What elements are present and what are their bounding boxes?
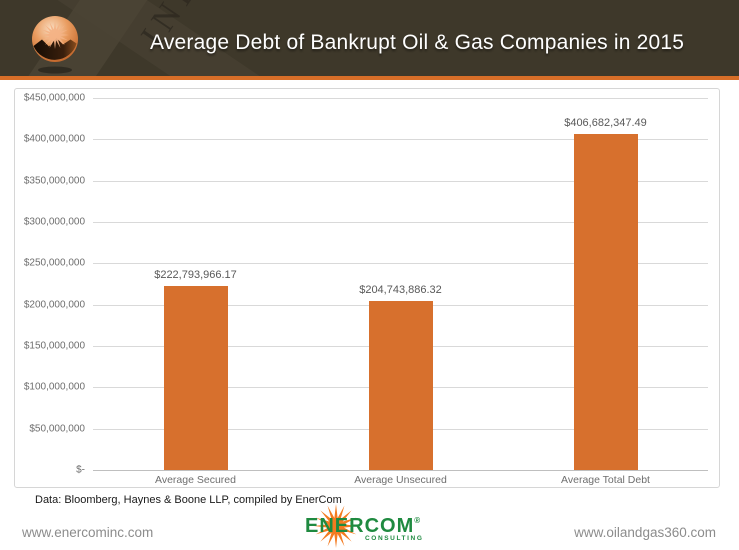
chart-bar-3 bbox=[573, 133, 638, 470]
y-axis-tick-label: $150,000,000 bbox=[23, 340, 85, 352]
registered-mark: ® bbox=[414, 516, 421, 525]
y-axis-tick-label: $350,000,000 bbox=[23, 175, 85, 187]
chart-bar-2 bbox=[368, 300, 433, 470]
y-axis-tick-label: $450,000,000 bbox=[23, 92, 85, 104]
sphere-starburst-icon bbox=[41, 21, 69, 49]
y-axis-tick-label: $50,000,000 bbox=[29, 423, 85, 435]
logo-wordmark: ENERCOM® bbox=[305, 515, 435, 538]
gridline bbox=[93, 180, 708, 182]
plot-area: $222,793,966.17 $204,743,886.32 $406,682,3… bbox=[93, 98, 708, 471]
y-axis-tick-label: $- bbox=[76, 464, 85, 476]
bar-value-label: $406,682,347.49 bbox=[564, 116, 647, 129]
x-axis-category-label: Average Total Debt bbox=[561, 474, 650, 486]
sunburst-icon bbox=[313, 503, 359, 549]
sphere-mountain-silhouette bbox=[33, 38, 77, 60]
y-axis-tick-label: $250,000,000 bbox=[23, 257, 85, 269]
enercom-consulting-logo: ENERCOM® CONSULTING bbox=[297, 503, 443, 549]
logo-text: ENERCOM bbox=[305, 515, 415, 537]
x-axis: Average Secured Average Unsecured Average … bbox=[93, 474, 708, 488]
bar-value-label: $222,793,966.17 bbox=[154, 268, 237, 281]
y-axis-tick-label: $200,000,000 bbox=[23, 299, 85, 311]
y-axis-tick-label: $100,000,000 bbox=[23, 381, 85, 393]
page-title: Average Debt of Bankrupt Oil & Gas Compa… bbox=[150, 31, 685, 54]
x-axis-category-label: Average Secured bbox=[155, 474, 236, 486]
x-axis-category-label: Average Unsecured bbox=[354, 474, 447, 486]
gridline bbox=[93, 222, 708, 223]
chart-bar-1 bbox=[163, 285, 228, 470]
y-axis-tick-label: $300,000,000 bbox=[23, 216, 85, 228]
gridline bbox=[93, 139, 708, 141]
bar-value-label: $204,743,886.32 bbox=[359, 283, 442, 296]
gridline bbox=[93, 263, 708, 265]
header-banner: INDUSTRY Average Debt of Bankrupt Oil & … bbox=[0, 0, 739, 80]
x-axis-line bbox=[93, 470, 708, 471]
data-source-note: Data: Bloomberg, Haynes & Boone LLP, com… bbox=[35, 494, 342, 506]
gridline bbox=[93, 98, 708, 99]
globe-sphere-logo bbox=[32, 16, 78, 74]
y-axis: $450,000,000 $400,000,000 $350,000,000 $300… bbox=[19, 93, 87, 476]
footer-link-enercominc: www.enercominc.com bbox=[22, 525, 154, 540]
sphere-reflection bbox=[38, 66, 72, 74]
chart-container: $450,000,000 $400,000,000 $350,000,000 $300… bbox=[14, 88, 720, 488]
footer-link-oilandgas360: www.oilandgas360.com bbox=[574, 525, 716, 540]
logo-subtext: CONSULTING bbox=[365, 535, 424, 542]
y-axis-tick-label: $400,000,000 bbox=[23, 133, 85, 145]
